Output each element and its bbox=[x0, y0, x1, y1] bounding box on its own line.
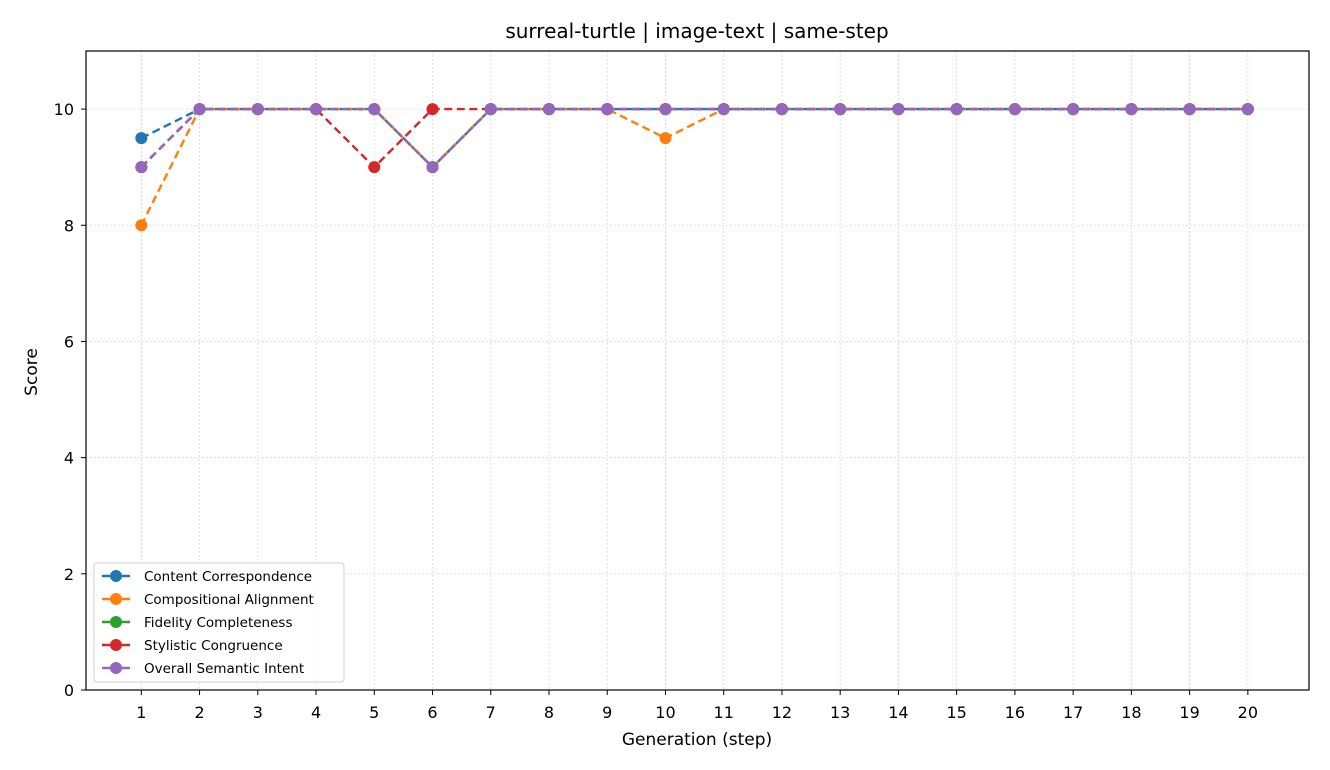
y-tick-label: 8 bbox=[64, 216, 74, 235]
data-point bbox=[659, 103, 672, 116]
x-tick-label: 15 bbox=[946, 703, 966, 722]
x-tick-label: 20 bbox=[1238, 703, 1258, 722]
data-point bbox=[1241, 103, 1254, 116]
legend-label: Overall Semantic Intent bbox=[144, 661, 304, 677]
x-tick-label: 6 bbox=[427, 703, 437, 722]
data-point bbox=[1125, 103, 1138, 116]
legend-swatch-marker bbox=[110, 639, 122, 651]
x-tick-label: 5 bbox=[369, 703, 379, 722]
data-point bbox=[659, 132, 672, 145]
x-axis-title: Generation (step) bbox=[622, 730, 772, 750]
x-tick-label: 16 bbox=[1005, 703, 1025, 722]
x-tick-label: 10 bbox=[655, 703, 675, 722]
data-point bbox=[892, 103, 905, 116]
x-tick-label: 11 bbox=[714, 703, 734, 722]
series-5 bbox=[135, 103, 1254, 174]
legend-item: Overall Semantic Intent bbox=[102, 661, 304, 677]
legend-swatch-marker bbox=[110, 570, 122, 582]
chart-title: surreal-turtle | image-text | same-step bbox=[505, 19, 888, 43]
x-tick-label: 9 bbox=[602, 703, 612, 722]
x-tick-label: 8 bbox=[544, 703, 554, 722]
x-tick-label: 2 bbox=[194, 703, 204, 722]
x-tick-label: 3 bbox=[253, 703, 263, 722]
data-point bbox=[601, 103, 614, 116]
x-tick-label: 14 bbox=[888, 703, 908, 722]
y-tick-label: 0 bbox=[64, 681, 74, 700]
legend-label: Compositional Alignment bbox=[144, 592, 314, 608]
series-line bbox=[140, 107, 1248, 169]
x-tick-label: 17 bbox=[1063, 703, 1083, 722]
data-point bbox=[193, 103, 206, 116]
data-point bbox=[717, 103, 730, 116]
data-point bbox=[135, 219, 148, 232]
legend-item: Content Correspondence bbox=[102, 569, 312, 585]
data-point bbox=[251, 103, 264, 116]
y-tick-label: 2 bbox=[64, 565, 74, 584]
data-point bbox=[135, 161, 148, 174]
x-tick-label: 13 bbox=[830, 703, 850, 722]
x-tick-label: 12 bbox=[772, 703, 792, 722]
legend-item: Compositional Alignment bbox=[102, 592, 314, 608]
legend-item: Fidelity Completeness bbox=[102, 615, 292, 631]
x-tick-label: 7 bbox=[486, 703, 496, 722]
x-tick-label: 19 bbox=[1179, 703, 1199, 722]
data-point bbox=[368, 103, 381, 116]
legend-label: Stylistic Congruence bbox=[144, 638, 283, 654]
x-ticks: 1 2 3 4 5 6 7 8 9 10 11 12 13 14 15 16 17 18 19 20 bbox=[136, 690, 1258, 722]
y-tick-label: 6 bbox=[64, 332, 74, 351]
x-tick-label: 4 bbox=[311, 703, 321, 722]
y-axis-title: Score bbox=[22, 348, 42, 396]
data-point bbox=[542, 103, 555, 116]
legend-item: Stylistic Congruence bbox=[102, 638, 283, 654]
legend-box bbox=[93, 562, 345, 683]
data-point bbox=[135, 132, 148, 145]
x-tick-label: 1 bbox=[136, 703, 146, 722]
legend-swatch-marker bbox=[110, 616, 122, 628]
data-point bbox=[775, 103, 788, 116]
data-point bbox=[368, 161, 381, 174]
legend-label: Content Correspondence bbox=[144, 569, 312, 585]
legend-swatch-marker bbox=[110, 662, 122, 674]
data-point bbox=[1183, 103, 1196, 116]
data-point bbox=[834, 103, 847, 116]
legend-label: Fidelity Completeness bbox=[144, 615, 292, 631]
data-point bbox=[1008, 103, 1021, 116]
data-point bbox=[950, 103, 963, 116]
x-tick-label: 18 bbox=[1121, 703, 1141, 722]
data-point bbox=[484, 103, 497, 116]
data-point bbox=[426, 103, 439, 116]
plot-frame bbox=[85, 50, 1310, 691]
y-tick-label: 4 bbox=[64, 449, 74, 468]
y-ticks: 0 2 4 6 8 10 bbox=[54, 100, 86, 700]
data-point bbox=[426, 161, 439, 174]
data-point bbox=[310, 103, 323, 116]
series-group bbox=[135, 103, 1254, 232]
legend: Content Correspondence Compositional Alig… bbox=[93, 562, 345, 683]
legend-swatch-marker bbox=[110, 593, 122, 605]
y-tick-label: 10 bbox=[54, 100, 74, 119]
data-point bbox=[1067, 103, 1080, 116]
